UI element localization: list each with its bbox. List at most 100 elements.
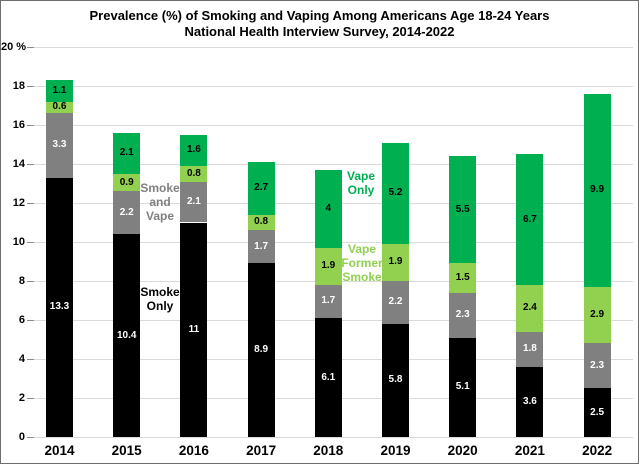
bar-segment-vape-former-smoke-2018: 1.9 <box>314 247 342 285</box>
x-axis-label-2018: 2018 <box>313 443 344 458</box>
bar-segment-vape-former-smoke-2015: 0.9 <box>113 173 141 192</box>
segment-value-label: 2.3 <box>590 359 605 371</box>
segment-value-label: 2.1 <box>186 196 201 208</box>
segment-value-label: 6.7 <box>522 213 537 225</box>
y-axis-label-2: 2 <box>18 392 25 404</box>
x-axis-label-2019: 2019 <box>380 443 411 458</box>
bar-segment-smoke-only-2018: 6.1 <box>314 318 342 437</box>
segment-value-label: 1.7 <box>321 295 336 307</box>
segment-value-label: 1.9 <box>388 256 403 268</box>
y-tick-16 <box>27 124 34 126</box>
segment-value-label: 1.9 <box>321 260 336 272</box>
series-annotation-smoke-and-vape: Smoke and Vape <box>140 181 180 223</box>
segment-value-label: 0.8 <box>186 167 201 179</box>
segment-value-label: 1.7 <box>254 240 269 252</box>
segment-value-label: 0.8 <box>254 216 269 228</box>
x-axis-label-2017: 2017 <box>246 443 277 458</box>
segment-value-label: 4 <box>325 202 332 214</box>
bar-segment-smoke-only-2019: 5.8 <box>382 323 409 437</box>
segment-value-label: 11 <box>188 323 200 335</box>
segment-value-label: 5.8 <box>388 374 403 386</box>
segment-value-label: 2.1 <box>119 147 134 159</box>
bar-segment-vape-former-smoke-2014: 0.6 <box>46 101 73 114</box>
x-axis-label-2022: 2022 <box>582 443 613 458</box>
y-tick-18 <box>27 85 34 87</box>
y-axis-label-14: 14 <box>12 158 25 170</box>
bar-segment-vape-only-2021: 6.7 <box>516 154 544 285</box>
x-axis-label-2021: 2021 <box>514 443 545 458</box>
y-tick-4 <box>27 358 34 360</box>
gridline-0 <box>31 436 633 438</box>
segment-value-label: 2.5 <box>590 406 605 418</box>
bar-segment-smoke-and-vape-2018: 1.7 <box>314 284 342 319</box>
y-tick-0 <box>27 436 34 438</box>
segment-value-label: 5.2 <box>388 187 403 199</box>
segment-value-label: 0.9 <box>119 176 134 188</box>
bar-segment-smoke-and-vape-2021: 1.8 <box>516 331 544 367</box>
bar-segment-smoke-and-vape-2016: 2.1 <box>180 181 208 223</box>
series-annotation-smoke-only: Smoke Only <box>140 285 180 313</box>
bar-segment-vape-former-smoke-2022: 2.9 <box>583 286 611 344</box>
y-tick-20 <box>27 46 34 48</box>
y-axis-label-8: 8 <box>18 275 25 287</box>
segment-value-label: 2.9 <box>590 309 605 321</box>
bar-segment-vape-only-2017: 2.7 <box>247 162 275 215</box>
bar-segment-smoke-only-2014: 13.3 <box>46 177 73 437</box>
segment-value-label: 2.7 <box>254 182 269 194</box>
bar-segment-smoke-and-vape-2020: 2.3 <box>449 292 477 338</box>
y-axis-label-10: 10 <box>12 236 25 248</box>
bar-segment-smoke-and-vape-2019: 2.2 <box>382 281 409 324</box>
segment-value-label: 6.1 <box>321 371 336 383</box>
y-axis-label-6: 6 <box>18 314 25 326</box>
bar-segment-vape-only-2015: 2.1 <box>113 132 141 174</box>
gridline-18 <box>31 85 633 87</box>
segment-value-label: 9.9 <box>590 184 605 196</box>
bar-segment-vape-only-2014: 1.1 <box>46 80 73 102</box>
y-axis-label-18: 18 <box>12 80 25 92</box>
y-tick-10 <box>27 241 34 243</box>
y-axis-label-12: 12 <box>12 197 25 209</box>
y-axis-label-16: 16 <box>12 119 25 131</box>
bar-segment-vape-only-2022: 9.9 <box>583 93 611 287</box>
segment-value-label: 2.3 <box>455 309 470 321</box>
segment-value-label: 8.9 <box>254 344 269 356</box>
series-annotation-vape-former-smoke: Vape Former Smoke <box>341 242 383 284</box>
bar-segment-smoke-and-vape-2014: 3.3 <box>46 113 73 178</box>
bar-segment-smoke-only-2016: 11 <box>180 222 208 437</box>
bar-segment-vape-former-smoke-2019: 1.9 <box>382 243 409 281</box>
segment-value-label: 13.3 <box>49 301 70 313</box>
segment-value-label: 1.1 <box>52 84 67 96</box>
bar-segment-vape-former-smoke-2020: 1.5 <box>449 263 477 293</box>
bar-segment-smoke-and-vape-2015: 2.2 <box>113 191 141 235</box>
x-axis-label-2020: 2020 <box>447 443 478 458</box>
bar-segment-smoke-only-2022: 2.5 <box>583 388 611 437</box>
series-annotation-vape-only: Vape Only <box>346 169 376 197</box>
segment-value-label: 3.3 <box>52 139 67 151</box>
bar-segment-vape-only-2018: 4 <box>314 169 342 248</box>
chart-title-line2: National Health Interview Survey, 2014-2… <box>184 24 455 39</box>
y-tick-12 <box>27 202 34 204</box>
y-tick-6 <box>27 319 34 321</box>
y-axis-label-4: 4 <box>18 353 25 365</box>
chart-title-line1: Prevalence (%) of Smoking and Vaping Amo… <box>89 8 550 23</box>
bar-segment-vape-former-smoke-2016: 0.8 <box>180 165 208 182</box>
segment-value-label: 1.8 <box>522 343 537 355</box>
bar-segment-smoke-and-vape-2017: 1.7 <box>247 230 275 264</box>
x-axis-label-2015: 2015 <box>111 443 142 458</box>
bar-segment-smoke-only-2015: 10.4 <box>113 234 141 437</box>
bar-segment-vape-only-2020: 5.5 <box>449 156 477 264</box>
bar-segment-vape-only-2019: 5.2 <box>382 142 409 244</box>
segment-value-label: 2.2 <box>388 296 403 308</box>
bar-segment-smoke-only-2017: 8.9 <box>247 263 275 437</box>
gridline-20 <box>31 46 633 48</box>
bar-segment-vape-only-2016: 1.6 <box>180 134 208 166</box>
y-tick-8 <box>27 280 34 282</box>
y-axis-label-0: 0 <box>18 431 25 443</box>
chart-title: Prevalence (%) of Smoking and Vaping Amo… <box>1 8 638 40</box>
segment-value-label: 10.4 <box>116 329 137 341</box>
bar-segment-smoke-only-2021: 3.6 <box>516 366 544 437</box>
segment-value-label: 5.5 <box>455 203 470 215</box>
x-axis-label-2014: 2014 <box>44 443 75 458</box>
bar-segment-vape-former-smoke-2021: 2.4 <box>516 284 544 332</box>
y-axis-label-20: 20 % <box>1 41 27 53</box>
